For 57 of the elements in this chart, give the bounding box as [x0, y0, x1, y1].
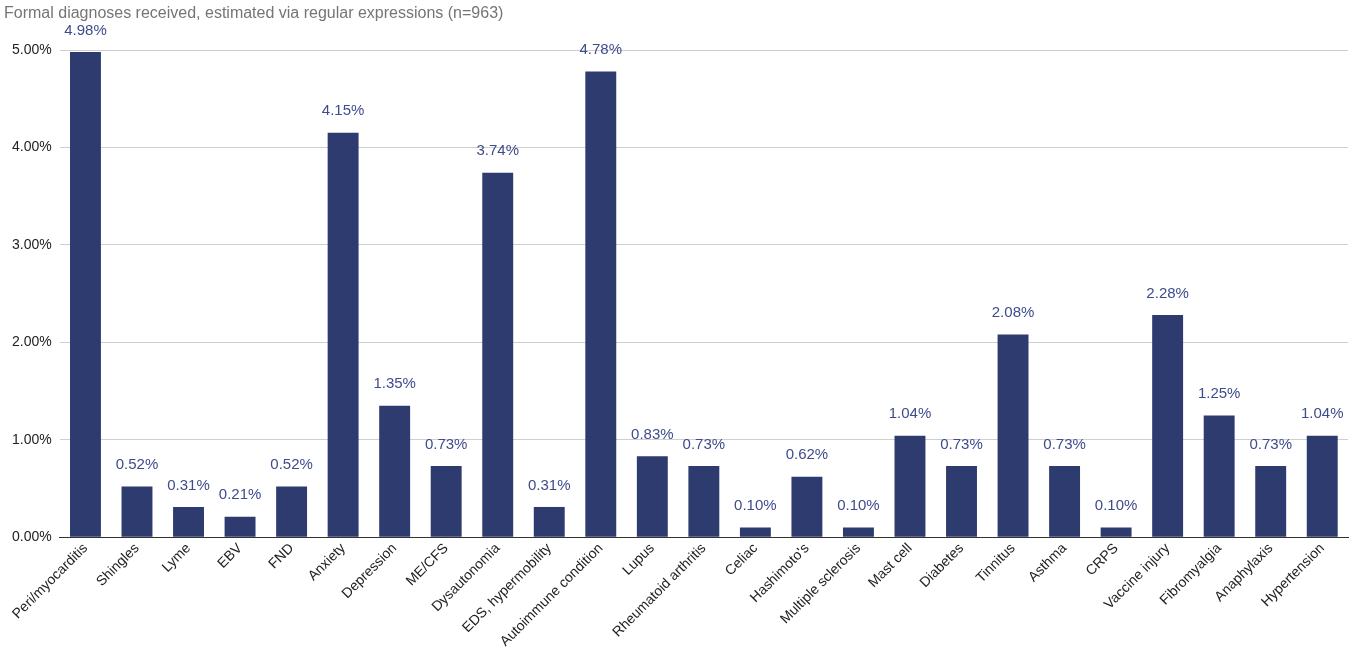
data-label: 3.74% — [476, 141, 519, 159]
y-tick-label: 1.00% — [11, 430, 52, 447]
data-label: 0.52% — [270, 455, 313, 473]
data-label: 1.04% — [888, 404, 932, 422]
data-label: 0.62% — [785, 445, 829, 463]
bar — [1152, 315, 1184, 537]
bar — [482, 172, 514, 537]
y-tick-label: 0.00% — [11, 528, 52, 545]
bar — [997, 334, 1029, 537]
data-label: 0.10% — [734, 496, 777, 514]
bar — [533, 506, 565, 537]
bar — [636, 456, 668, 537]
bar — [224, 516, 256, 537]
y-tick-label: 5.00% — [11, 40, 52, 57]
y-tick-label: 3.00% — [11, 235, 52, 252]
bar — [276, 486, 308, 537]
bar — [946, 466, 977, 537]
data-label: 0.21% — [218, 485, 262, 503]
bar — [70, 51, 101, 537]
bar — [121, 486, 153, 537]
data-label: 2.08% — [991, 303, 1035, 321]
bar — [379, 405, 411, 537]
data-label: 0.73% — [940, 434, 983, 452]
data-label: 0.52% — [115, 455, 159, 473]
bar — [791, 476, 823, 537]
bar — [1203, 415, 1235, 537]
chart-title: Formal diagnoses received, estimated via regular expressions (n=963) — [4, 4, 504, 22]
bar — [1049, 466, 1081, 537]
bar — [1306, 435, 1338, 537]
bar — [173, 506, 204, 537]
bar — [894, 435, 926, 537]
bar — [430, 466, 462, 537]
y-tick-label: 4.00% — [11, 138, 52, 155]
data-label: 0.10% — [837, 496, 880, 514]
data-label: 4.78% — [579, 40, 623, 58]
data-label: 4.15% — [321, 101, 365, 119]
bar — [842, 527, 874, 537]
bar — [1255, 466, 1287, 537]
data-label: 0.31% — [527, 475, 571, 493]
data-label: 0.83% — [631, 424, 674, 442]
data-label: 0.73% — [424, 434, 468, 452]
bar — [585, 71, 617, 537]
data-label: 0.73% — [682, 434, 726, 452]
data-label: 0.73% — [1043, 434, 1086, 452]
data-label: 0.10% — [1094, 496, 1138, 514]
bar — [739, 527, 771, 537]
data-label: 4.98% — [64, 20, 107, 38]
data-label: 1.35% — [373, 374, 416, 392]
bar — [1100, 527, 1132, 537]
data-label: 1.25% — [1197, 384, 1241, 402]
data-label: 0.73% — [1249, 434, 1292, 452]
data-label: 2.28% — [1146, 283, 1189, 301]
data-label: 1.04% — [1300, 404, 1344, 422]
y-tick-label: 2.00% — [11, 333, 52, 350]
data-label: 0.31% — [167, 475, 210, 493]
bar — [327, 132, 359, 537]
bar — [688, 466, 720, 537]
